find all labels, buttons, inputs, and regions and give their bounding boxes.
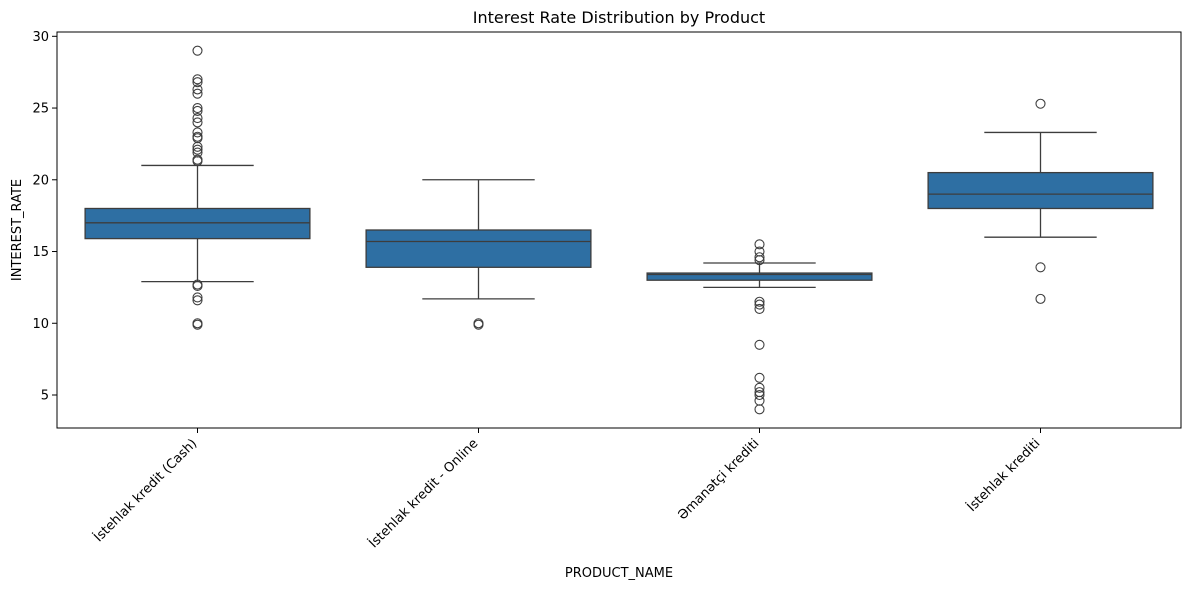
outlier-point	[754, 252, 765, 263]
outlier-point	[754, 303, 765, 314]
box-iqr	[646, 272, 873, 281]
outlier-point	[192, 295, 203, 306]
y-tick-label: 15	[32, 245, 49, 260]
outlier-point	[473, 319, 484, 330]
x-tick-label: İstehlak krediti	[964, 436, 1043, 515]
outlier-point	[754, 255, 765, 266]
box-iqr	[84, 207, 311, 240]
outlier-point	[192, 84, 203, 95]
outlier-point	[192, 74, 203, 85]
chart-title: Interest Rate Distribution by Product	[473, 8, 765, 27]
outlier-point	[754, 296, 765, 307]
outlier-point	[192, 141, 203, 152]
box-iqr	[365, 229, 592, 268]
outlier-point	[754, 339, 765, 350]
outlier-point	[754, 389, 765, 401]
y-tick-label: 25	[32, 102, 49, 117]
outlier-point	[192, 144, 203, 155]
outlier-point	[192, 88, 203, 99]
outlier-point	[1035, 262, 1046, 273]
x-tick-label: İstehlak kredit - Online	[366, 436, 482, 552]
x-tick-label: İstehlak kredit (Cash)	[91, 436, 201, 546]
outlier-point	[192, 280, 203, 292]
x-axis-title: PRODUCT_NAME	[565, 566, 673, 581]
outlier-point	[1035, 98, 1046, 109]
box-iqr	[927, 171, 1154, 210]
outlier-point	[192, 45, 203, 56]
y-tick-label: 10	[32, 317, 49, 332]
outlier-point	[192, 319, 203, 330]
outlier-point	[192, 105, 203, 116]
outlier-point	[192, 156, 203, 167]
x-tick-label: Əmanətçi krediti	[675, 436, 762, 523]
outlier-point	[1035, 293, 1046, 304]
y-axis-title: INTEREST_RATE	[10, 179, 25, 281]
outlier-point	[192, 113, 203, 124]
y-tick-label: 20	[32, 173, 49, 188]
outlier-point	[192, 117, 203, 128]
outlier-point	[754, 372, 765, 383]
y-tick-label: 5	[41, 389, 49, 404]
outlier-point	[754, 239, 765, 250]
plot-area: 5 10 15 20 25 30 İstehlak kredit (Cash) İstehla…	[32, 30, 1154, 552]
outlier-point	[754, 404, 765, 415]
outlier-point	[754, 299, 765, 310]
y-tick-label: 30	[32, 30, 49, 45]
plot-frame	[56, 31, 1182, 429]
outlier-point	[754, 382, 765, 393]
outlier-point	[192, 77, 203, 88]
outlier-point	[192, 127, 203, 138]
outlier-point	[192, 102, 203, 114]
outlier-point	[192, 292, 203, 303]
outlier-point	[754, 395, 765, 406]
